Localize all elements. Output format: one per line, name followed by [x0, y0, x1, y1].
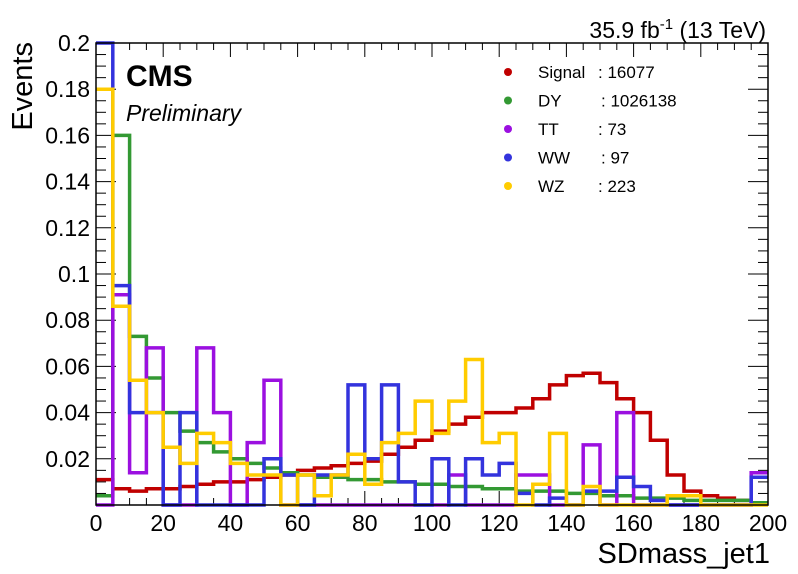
x-tick-label: 100 — [413, 510, 451, 536]
legend-marker — [504, 125, 512, 133]
legend-marker — [504, 96, 512, 105]
y-tick-label: 0.04 — [45, 400, 90, 426]
lumi-value: 35.9 fb — [589, 17, 659, 43]
cms-label: CMS — [126, 60, 193, 93]
x-tick-label: 160 — [614, 510, 652, 536]
y-axis-title: Events — [7, 42, 39, 131]
legend-count: : 1026138 — [601, 92, 677, 111]
legend-count: : 73 — [598, 120, 626, 139]
plot-frame — [95, 42, 769, 506]
x-tick-label: 80 — [352, 510, 378, 536]
lumi-energy: (13 TeV) — [673, 17, 766, 43]
x-axis-title: SDmass_jet1 — [598, 538, 770, 570]
y-tick-label: 0.08 — [45, 307, 90, 333]
y-tick-label: 0.02 — [45, 446, 90, 472]
legend: Signal : 16077 DY : 1026138 TT : 73 WW : 97 WZ : … — [504, 63, 677, 196]
legend-count: : 16077 — [598, 63, 655, 82]
legend-marker — [504, 68, 512, 76]
y-tick-label: 0.12 — [45, 215, 90, 241]
legend-count: : 223 — [598, 177, 636, 196]
x-tick-label: 140 — [547, 510, 585, 536]
y-tick-label: 0.2 — [58, 30, 90, 56]
y-tick-label: 0.14 — [45, 169, 90, 195]
legend-count: : 97 — [601, 149, 629, 168]
preliminary-label: Preliminary — [126, 100, 243, 126]
legend-label: TT — [538, 120, 559, 139]
legend-label: WW — [538, 149, 570, 168]
y-tick-label: 0.1 — [58, 261, 90, 287]
legend-label: DY — [538, 92, 562, 111]
x-tick-label: 120 — [480, 510, 518, 536]
x-tick-label: 200 — [749, 510, 787, 536]
tick-labels: 0 20 40 60 80 100 120 140 160 180 200 0.02 0.04 0.06 0… — [45, 30, 787, 536]
legend-marker — [504, 182, 512, 190]
legend-marker — [504, 153, 512, 162]
lumi-label: 35.9 fb-1 (13 TeV) — [589, 16, 766, 43]
y-tick-label: 0.06 — [45, 353, 90, 379]
y-tick-label: 0.16 — [45, 122, 90, 148]
lumi-exponent: -1 — [660, 16, 673, 33]
x-tick-label: 180 — [682, 510, 720, 536]
legend-label: WZ — [538, 177, 564, 196]
x-tick-label: 40 — [218, 510, 244, 536]
x-tick-label: 0 — [90, 510, 103, 536]
x-tick-label: 20 — [150, 510, 176, 536]
y-tick-label: 0.18 — [45, 76, 90, 102]
x-tick-label: 60 — [285, 510, 311, 536]
legend-label: Signal — [538, 63, 585, 82]
